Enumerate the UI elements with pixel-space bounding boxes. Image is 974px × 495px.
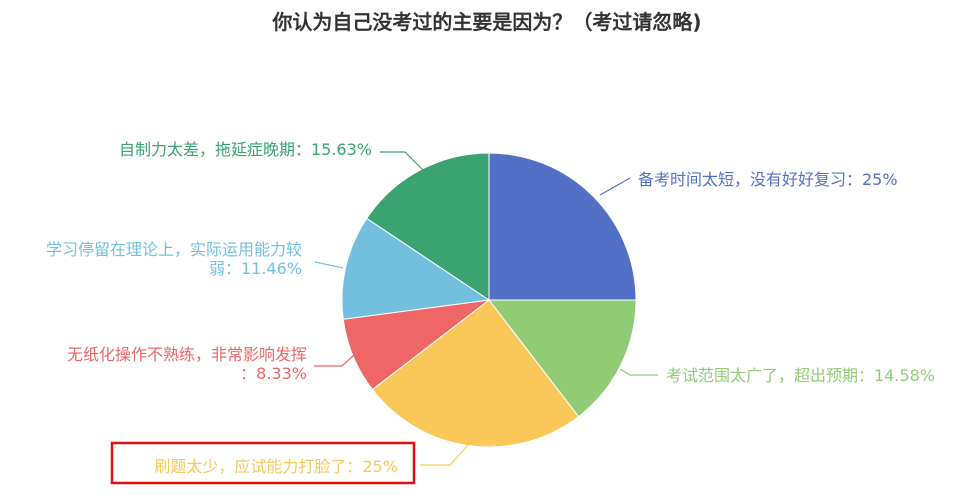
slice-label: 学习停留在理论上，实际运用能力较 bbox=[46, 240, 302, 259]
slice-label: ：8.33% bbox=[240, 364, 307, 383]
slice-label: 自制力太差，拖延症晚期：15.63% bbox=[119, 140, 372, 159]
slice-label: 刷题太少，应试能力打脸了：25% bbox=[154, 457, 398, 476]
label-leader-line bbox=[314, 261, 344, 269]
chart-title: 你认为自己没考过的主要是因为？（考过请忽略) bbox=[272, 10, 702, 34]
slice-label: 备考时间太短，没有好好复习：25% bbox=[638, 170, 898, 189]
pie-slice[interactable] bbox=[366, 152, 490, 301]
pie-slice[interactable] bbox=[488, 152, 637, 301]
pie-slice[interactable] bbox=[341, 217, 491, 320]
highlight-box bbox=[110, 441, 416, 485]
label-leader-line bbox=[619, 368, 658, 376]
label-leader-line bbox=[599, 177, 631, 196]
label-leader-line bbox=[314, 354, 355, 367]
pie-slice[interactable] bbox=[487, 299, 637, 418]
label-leader-line bbox=[380, 151, 424, 171]
label-leader-line bbox=[420, 444, 469, 466]
slice-label: 弱：11.46% bbox=[209, 259, 302, 278]
slice-label: 无纸化操作不熟练，非常影响发挥 bbox=[67, 345, 307, 364]
pie-slice[interactable] bbox=[371, 299, 580, 448]
slice-label: 考试范围太广了，超出预期：14.58% bbox=[666, 366, 935, 385]
